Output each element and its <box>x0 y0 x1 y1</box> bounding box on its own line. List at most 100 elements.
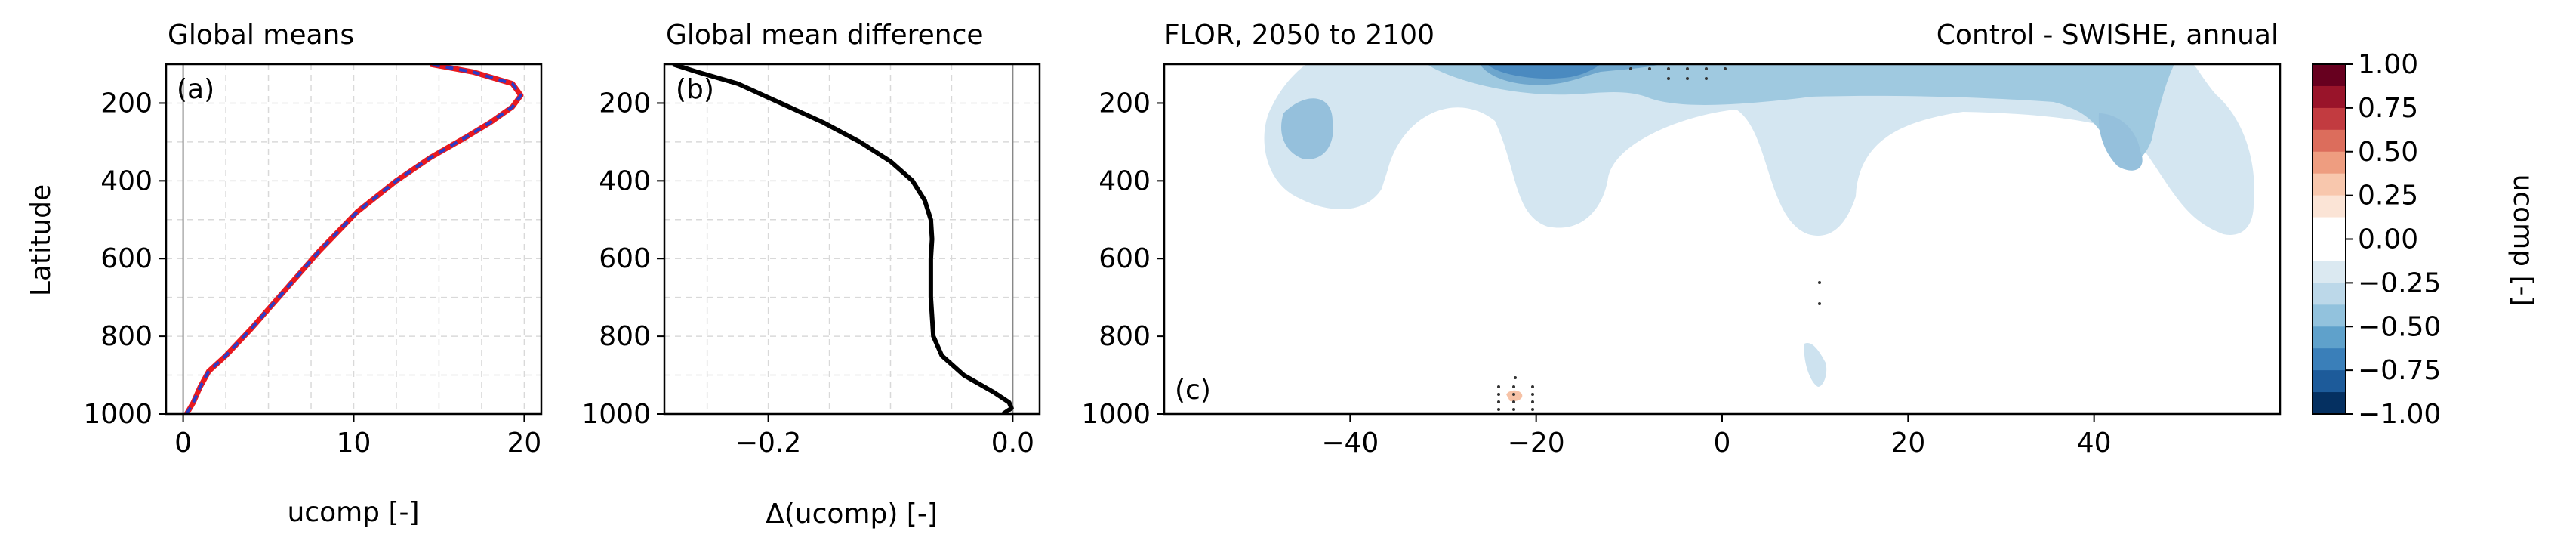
stipple-dot <box>1686 67 1689 70</box>
panel-c-label: (c) <box>1175 375 1211 406</box>
colorbar-cell <box>2313 326 2346 349</box>
panel-b-grid <box>664 64 1040 414</box>
colorbar-tick-label: 0.75 <box>2358 93 2418 124</box>
panel-a-title: Global means <box>168 20 354 51</box>
panel-c-title-right: Control - SWISHE, annual <box>1937 20 2279 51</box>
panel-b-ytick-label: 400 <box>599 165 651 196</box>
colorbar-cell <box>2313 239 2346 261</box>
panel-c-ytick-label: 800 <box>1098 321 1151 352</box>
colorbar-tick-label: 0.25 <box>2358 181 2418 212</box>
stipple-dot <box>1512 385 1515 388</box>
contour-south-core <box>1281 98 1333 159</box>
stipple-dot <box>1531 400 1534 403</box>
panel-a-xtick-label: 10 <box>337 428 371 459</box>
stipple-dot <box>1705 67 1708 70</box>
colorbar-cell <box>2313 64 2346 87</box>
panel-c-ytick-label: 400 <box>1098 165 1151 196</box>
panel-a-xlabel: ucomp [-] <box>287 497 419 528</box>
stipple-dot <box>1686 77 1689 80</box>
panel-b-xtick-label: 0.0 <box>991 428 1034 459</box>
colorbar-tick-label: −0.25 <box>2358 267 2441 298</box>
panel-c-xtick-label: 40 <box>2077 428 2112 459</box>
contour-low-level <box>1804 343 1827 387</box>
panel-b-lines <box>672 64 1014 414</box>
panel-c-xtick-label: −40 <box>1321 428 1379 459</box>
colorbar-cell <box>2313 85 2346 109</box>
colorbar-cell <box>2313 348 2346 371</box>
panel-b-label: (b) <box>676 74 714 105</box>
colorbar-tick-label: 1.00 <box>2358 49 2418 80</box>
panel-c-contours <box>1264 64 2254 411</box>
panel-c-ticks: 200 400 600 800 1000 −40 −20 0 20 40 <box>1081 88 2111 459</box>
stipple-dot <box>1512 400 1515 403</box>
colorbar-tick-label: 0.50 <box>2358 137 2418 168</box>
panel-b-ytick-label: 1000 <box>581 399 651 430</box>
contour-jet-core-inner <box>1487 64 1601 79</box>
panel-c: FLOR, 2050 to 2100 Control - SWISHE, ann… <box>1081 20 2282 459</box>
stipple-dot <box>1531 408 1534 411</box>
contour-north-core <box>2098 113 2143 171</box>
stipple-dot <box>1514 376 1517 379</box>
panel-b: Global mean difference 200 400 600 800 1000 −… <box>581 20 1041 530</box>
stipple-dot <box>1512 393 1515 396</box>
panel-a-ticks: 200 400 600 800 1000 0 10 20 <box>83 88 541 459</box>
colorbar-cell <box>2313 217 2346 239</box>
colorbar-ticks: 1.00 0.75 0.50 0.25 0.00 −0.25 −0.50 −0.75 −1.00 <box>2346 49 2441 430</box>
stipple-dot <box>1629 67 1632 70</box>
panel-a-ytick-label: 800 <box>100 321 153 352</box>
panel-c-title-left: FLOR, 2050 to 2100 <box>1164 20 1434 51</box>
panel-c-ytick-label: 200 <box>1098 88 1151 119</box>
stipple-dot <box>1497 385 1500 388</box>
colorbar-cell <box>2313 151 2346 175</box>
panel-b-ytick-label: 600 <box>599 243 651 274</box>
colorbar-cell <box>2313 304 2346 327</box>
panel-b-ytick-label: 200 <box>599 88 651 119</box>
colorbar-cell <box>2313 129 2346 153</box>
colorbar-label: ucomp [-] <box>2507 174 2538 306</box>
colorbar-cell <box>2313 370 2346 393</box>
panel-a-lines <box>184 64 524 414</box>
panel-c-xtick-label: 20 <box>1890 428 1925 459</box>
stipple-dot <box>1531 385 1534 388</box>
colorbar-tick-label: −0.75 <box>2358 355 2441 386</box>
significance-stippling <box>1497 67 1821 411</box>
panel-b-ytick-label: 800 <box>599 321 651 352</box>
colorbar-cell <box>2313 283 2346 305</box>
panel-c-xtick-label: 0 <box>1714 428 1731 459</box>
colorbar-cells <box>2313 64 2346 415</box>
panel-b-xlabel: Δ(ucomp) [-] <box>766 499 938 530</box>
panel-b-ticks: 200 400 600 800 1000 −0.2 0.0 <box>581 88 1034 459</box>
stipple-dot <box>1512 408 1515 411</box>
panel-a: Global means 200 400 600 800 1000 0 10 20 (a) u… <box>26 20 543 528</box>
colorbar-cell <box>2313 195 2346 218</box>
panel-a-xtick-label: 0 <box>174 428 192 459</box>
panel-c-ytick-label: 600 <box>1098 243 1151 274</box>
panel-b-series <box>672 64 1014 414</box>
panel-a-ytick-label: 600 <box>100 243 153 274</box>
panel-a-grid <box>166 64 541 414</box>
stipple-dot <box>1531 393 1534 396</box>
panel-a-xtick-label: 20 <box>507 428 542 459</box>
contour-surface-positive <box>1506 390 1523 402</box>
panel-b-frame <box>663 63 1041 416</box>
panel-c-xtick-label: −20 <box>1508 428 1565 459</box>
stipple-dot <box>1497 408 1500 411</box>
panel-a-label: (a) <box>177 74 214 105</box>
stipple-dot <box>1818 281 1821 284</box>
stipple-dot <box>1648 67 1651 70</box>
panel-a-ylabel: Latitude <box>26 184 57 296</box>
stipple-dot <box>1497 393 1500 396</box>
panel-a-ytick-label: 1000 <box>83 399 153 430</box>
panel-a-ytick-label: 200 <box>100 88 153 119</box>
panel-b-xtick-label: −0.2 <box>735 428 801 459</box>
stipple-dot <box>1667 77 1670 80</box>
panel-b-title: Global mean difference <box>666 20 984 51</box>
colorbar-tick-label: −0.50 <box>2358 311 2441 342</box>
contour-upper-light <box>1264 64 2254 236</box>
stipple-dot <box>1667 67 1670 70</box>
colorbar-cell <box>2313 107 2346 131</box>
stipple-dot <box>1705 77 1708 80</box>
colorbar-cell <box>2313 392 2346 415</box>
colorbar-tick-label: −1.00 <box>2358 399 2441 430</box>
